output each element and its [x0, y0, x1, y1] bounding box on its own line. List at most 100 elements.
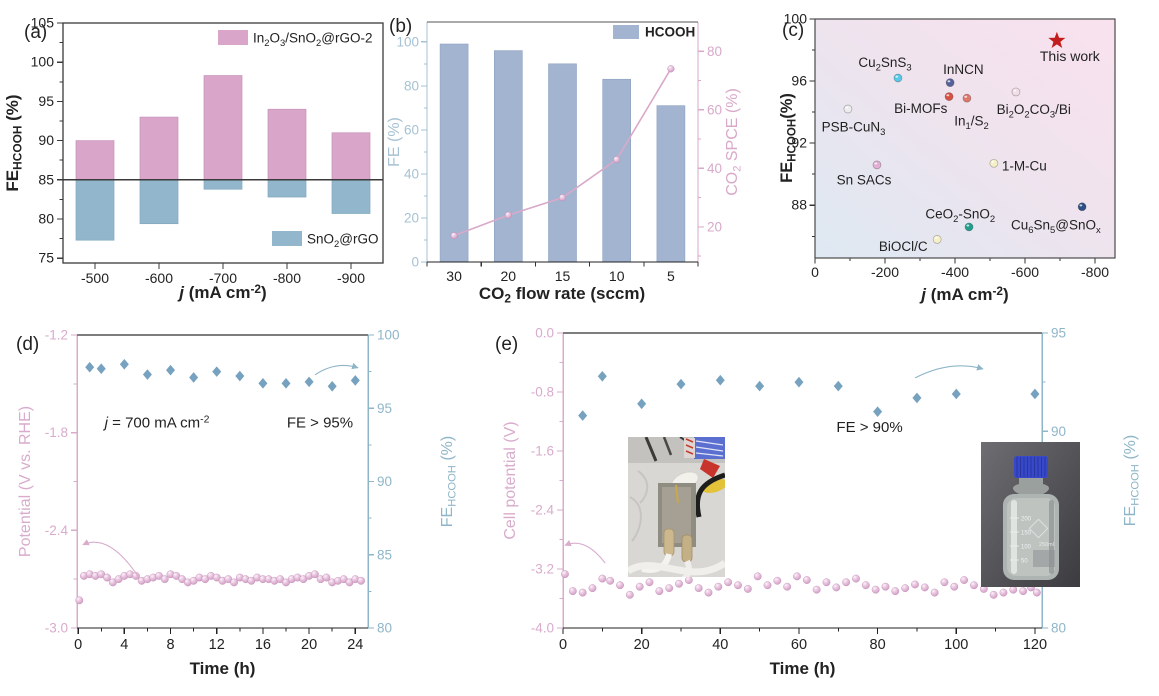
- catalyst-label: BiOCl/C: [879, 239, 928, 254]
- x-tick-label: 8: [166, 637, 174, 653]
- y-left-tick-label: -2.4: [531, 503, 555, 518]
- x-tick-label: 5: [667, 268, 675, 284]
- bar-In_{2}O_{3}/SnO_{2}@rGO-2: [203, 75, 243, 181]
- axis-pointer-arrow: [564, 539, 606, 564]
- point-highlight: [966, 224, 970, 227]
- y-left-axis-title: Cell potential (V): [502, 421, 519, 539]
- potential-data-point: [852, 574, 860, 583]
- panel-a-bar-chart: 75 80 85 90 95 100 105 -500 -600 -700 -800 -900 FEHC…: [3, 15, 384, 302]
- potential-data-point: [861, 581, 870, 590]
- point-highlight: [1013, 89, 1017, 92]
- catalyst-data-point: [964, 222, 974, 232]
- y-right-tick-label: 60: [707, 102, 722, 117]
- y-tick-label: 90: [38, 132, 54, 148]
- fe-data-point: [350, 375, 360, 386]
- axis-pointer-arrow: [314, 362, 359, 376]
- potential-data-point: [684, 576, 693, 584]
- graduation-mark: 200: [1021, 517, 1032, 523]
- x-tick-label: 120: [1023, 637, 1047, 653]
- fe-data-point: [166, 364, 176, 376]
- y-left-tick-label: 0: [411, 255, 419, 270]
- y-left-tick-label: -1.6: [531, 444, 554, 459]
- flow-cell-photo: [628, 437, 725, 577]
- potential-data-point: [989, 590, 998, 599]
- catalyst-data-point: [1077, 202, 1087, 212]
- y-right-tick-label: 95: [377, 401, 392, 416]
- x-axis-title: CO2 flow rate (sccm): [479, 284, 645, 306]
- potential-data-point: [645, 578, 654, 587]
- x-axis-title: Time (h): [190, 659, 256, 678]
- potential-data-point: [734, 581, 742, 590]
- catalyst-label: Cu2SnS3: [858, 55, 911, 74]
- x-tick-label: -600: [145, 270, 173, 286]
- y-right-axis-title: CO2 SPCE (%): [724, 88, 744, 196]
- fe-data-point: [755, 380, 765, 392]
- potential-data-point: [743, 585, 752, 593]
- y-right-tick-label: 80: [377, 621, 392, 636]
- potential-data-point: [940, 578, 949, 587]
- fe-data-point: [85, 361, 95, 373]
- y-right-tick-label: 80: [1051, 621, 1066, 636]
- catalyst-data-point: [989, 158, 999, 168]
- y-tick-label: 100: [31, 54, 55, 70]
- x-tick-label: 20: [634, 637, 650, 653]
- spce-data-point: [613, 156, 621, 164]
- potential-data-point: [230, 578, 238, 587]
- point-highlight: [947, 80, 951, 83]
- fe-data-point: [715, 374, 725, 386]
- potential-data-point: [871, 585, 880, 594]
- x-tick-label: 20: [501, 268, 517, 284]
- potential-data-point: [131, 572, 140, 580]
- fe-data-point: [578, 410, 588, 421]
- plot-frame: [814, 18, 1116, 259]
- y-left-tick-label: -1.8: [45, 425, 68, 440]
- point-highlight: [895, 75, 899, 78]
- y-left-tick-label: -2.4: [45, 523, 69, 538]
- x-tick-label: 24: [347, 637, 363, 653]
- y-tick-label: 80: [38, 211, 54, 227]
- x-tick-label: 15: [555, 268, 571, 284]
- x-tick-label: 60: [791, 637, 807, 653]
- x-axis-title: j (mA cm-2): [177, 282, 266, 302]
- y-left-tick-label: -3.0: [45, 621, 68, 636]
- panel-d-stability-chart: 0 4 8 12 16 20 24 -1.2 -1.8 -2.4 -3.0 80 85 90 95 100 j …: [16, 328, 459, 679]
- legend-swatch: [272, 231, 302, 246]
- legend-label: In2O3/SnO2@rGO-2: [253, 31, 373, 50]
- x-tick-label: 30: [446, 268, 462, 284]
- x-tick-label: 0: [74, 637, 82, 653]
- potential-data-point: [357, 576, 365, 585]
- x-tick-label: 80: [870, 637, 886, 653]
- fe-data-point: [597, 370, 607, 382]
- fe-data-point: [637, 398, 647, 410]
- spce-data-point: [558, 194, 567, 202]
- potential-data-point: [832, 583, 841, 592]
- potential-data-point: [822, 578, 831, 587]
- potential-data-point: [103, 573, 111, 582]
- bar-HCOOH: [602, 78, 631, 263]
- potential-data-point: [704, 588, 713, 597]
- spce-data-point: [667, 65, 675, 73]
- fe-data-point: [235, 370, 245, 382]
- potential-data-point: [588, 584, 597, 593]
- potential-data-point: [891, 587, 900, 596]
- x-tick-label: -600: [1011, 264, 1039, 280]
- fe-data-point: [833, 380, 843, 392]
- annotation: FE > 90%: [836, 419, 902, 436]
- x-tick-label: 40: [712, 637, 728, 653]
- catalyst-label: Bi-MOFs: [894, 101, 947, 116]
- potential-data-point: [950, 582, 959, 591]
- x-tick-label: 0: [559, 637, 567, 653]
- potential-data-point: [714, 582, 723, 591]
- fe-data-point: [189, 372, 199, 383]
- y-right-tick-label: 85: [377, 547, 392, 562]
- panel-b-bar-line-chart: 0 20 40 60 80 100 20 40 60 80 30 20 15 10 5 FE (%) CO2 S…: [386, 16, 744, 306]
- y-right-tick-label: 90: [377, 474, 392, 489]
- y-left-tick-label: -4.0: [531, 621, 554, 636]
- bar-In_{2}O_{3}/SnO_{2}@rGO-2: [75, 140, 115, 181]
- fe-data-point: [951, 388, 961, 400]
- bottle-volume-label: 250ml: [1039, 542, 1054, 548]
- x-tick-label: 20: [301, 637, 317, 653]
- axis-pointer-arrow: [82, 539, 139, 577]
- potential-data-point: [763, 581, 772, 590]
- y-tick-label: 105: [31, 15, 55, 31]
